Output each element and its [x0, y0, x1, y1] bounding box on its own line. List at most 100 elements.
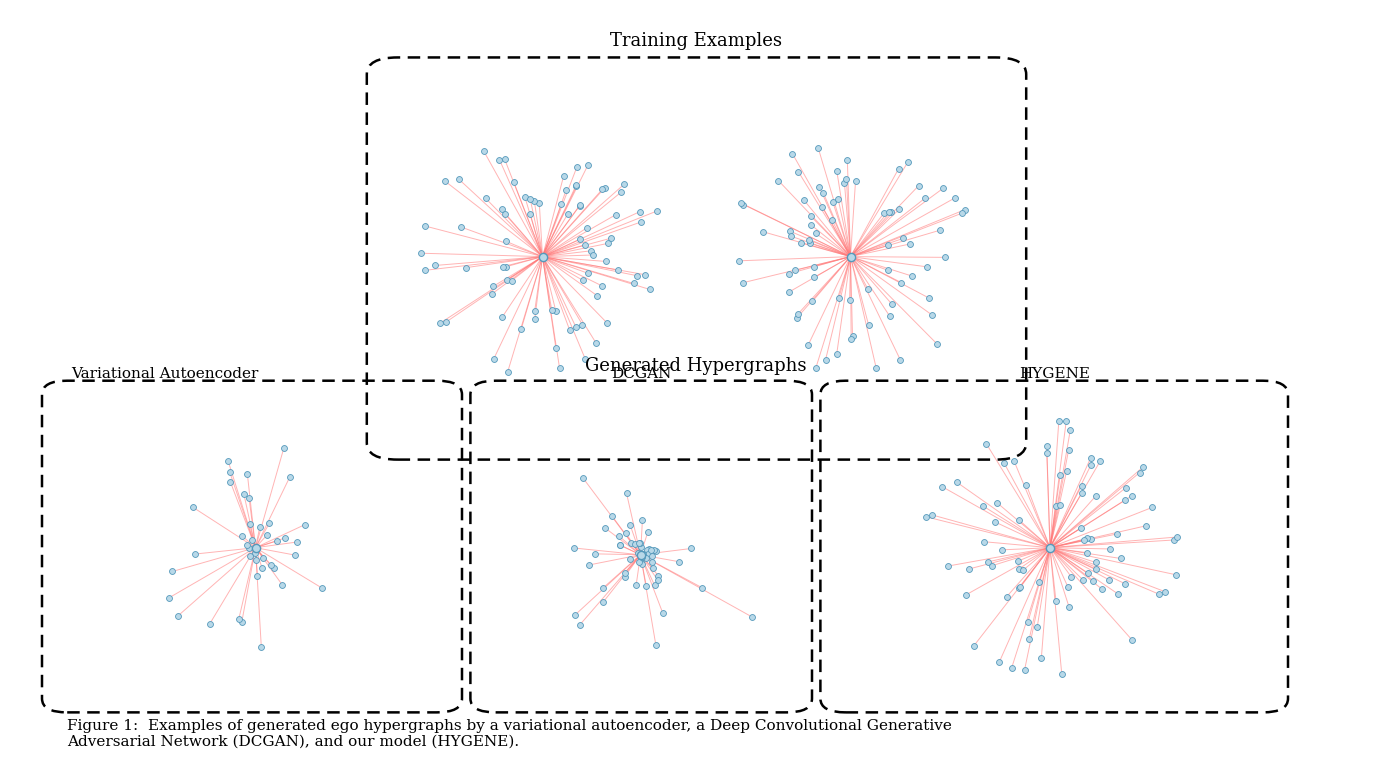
Point	[934, 251, 956, 264]
Point	[630, 552, 652, 564]
Point	[984, 516, 1007, 529]
Point	[251, 562, 273, 574]
Point	[631, 514, 654, 526]
Point	[637, 525, 659, 538]
Point	[1058, 601, 1081, 614]
Point	[1056, 465, 1078, 477]
Point	[596, 317, 619, 329]
Point	[1044, 594, 1067, 607]
Point	[237, 468, 259, 480]
Point	[1075, 532, 1098, 545]
Point	[1030, 652, 1053, 664]
Point	[599, 232, 622, 244]
Point	[1009, 581, 1032, 593]
Point	[482, 280, 504, 293]
Point	[1110, 552, 1133, 565]
Point	[623, 277, 645, 290]
Point	[263, 562, 286, 574]
Point	[799, 237, 822, 250]
Point	[448, 173, 470, 185]
Point	[524, 195, 546, 207]
Point	[624, 538, 647, 550]
Point	[881, 298, 903, 310]
Point	[241, 534, 263, 546]
Point	[252, 552, 274, 564]
Point	[217, 455, 239, 467]
Point	[1133, 461, 1155, 473]
Point	[892, 232, 914, 244]
Point	[995, 591, 1018, 603]
Point	[578, 559, 601, 571]
Point	[577, 221, 599, 234]
Point	[962, 640, 984, 652]
Point	[613, 571, 636, 583]
Point	[844, 175, 867, 187]
Point	[899, 238, 921, 250]
Point	[540, 303, 563, 316]
Point	[1085, 563, 1107, 575]
Point	[914, 192, 937, 205]
Point	[1036, 440, 1058, 453]
Point	[616, 487, 638, 499]
Point	[585, 337, 608, 349]
Point	[559, 324, 581, 336]
Point	[826, 165, 848, 177]
Point	[619, 553, 641, 565]
Point	[767, 175, 790, 187]
Point	[475, 192, 497, 205]
Point	[876, 264, 899, 277]
Point	[827, 193, 850, 205]
Point	[976, 438, 998, 450]
Point	[641, 556, 664, 568]
Point	[510, 323, 532, 336]
Point	[840, 333, 862, 345]
Point	[889, 354, 911, 366]
Point	[619, 519, 641, 531]
Point	[780, 231, 802, 243]
Point	[644, 579, 666, 591]
Point	[1121, 634, 1144, 647]
Point	[944, 192, 966, 205]
Point	[245, 554, 267, 566]
Point	[615, 527, 637, 539]
Point	[272, 579, 294, 591]
Point	[799, 219, 822, 231]
Point	[752, 226, 774, 238]
Point	[636, 580, 658, 592]
Point	[563, 542, 585, 554]
Point	[890, 277, 913, 289]
Point	[591, 280, 613, 292]
Point	[631, 550, 654, 562]
Point	[826, 348, 848, 360]
Point	[645, 545, 668, 557]
Point	[1014, 663, 1036, 676]
Point	[182, 501, 204, 513]
Point	[238, 519, 260, 531]
Point	[490, 203, 512, 215]
Point	[951, 207, 973, 219]
Point	[493, 153, 515, 165]
Point	[881, 206, 903, 218]
Point	[1060, 571, 1082, 583]
Point	[872, 208, 895, 220]
Point	[514, 192, 536, 204]
Point	[449, 221, 472, 233]
Point	[273, 441, 295, 453]
Point	[594, 182, 616, 194]
Point	[668, 555, 690, 568]
Point	[524, 313, 546, 326]
Point	[921, 309, 944, 321]
Point	[1166, 531, 1189, 543]
Point	[413, 220, 435, 232]
Point	[630, 541, 652, 553]
Point	[812, 187, 834, 199]
Point	[218, 476, 241, 488]
Point	[1008, 562, 1030, 574]
Point	[1018, 633, 1040, 646]
Point	[1135, 519, 1158, 532]
Point	[728, 254, 750, 267]
Point	[1047, 415, 1070, 427]
Text: Training Examples: Training Examples	[610, 32, 781, 50]
Point	[251, 640, 273, 653]
Point	[1057, 444, 1079, 456]
